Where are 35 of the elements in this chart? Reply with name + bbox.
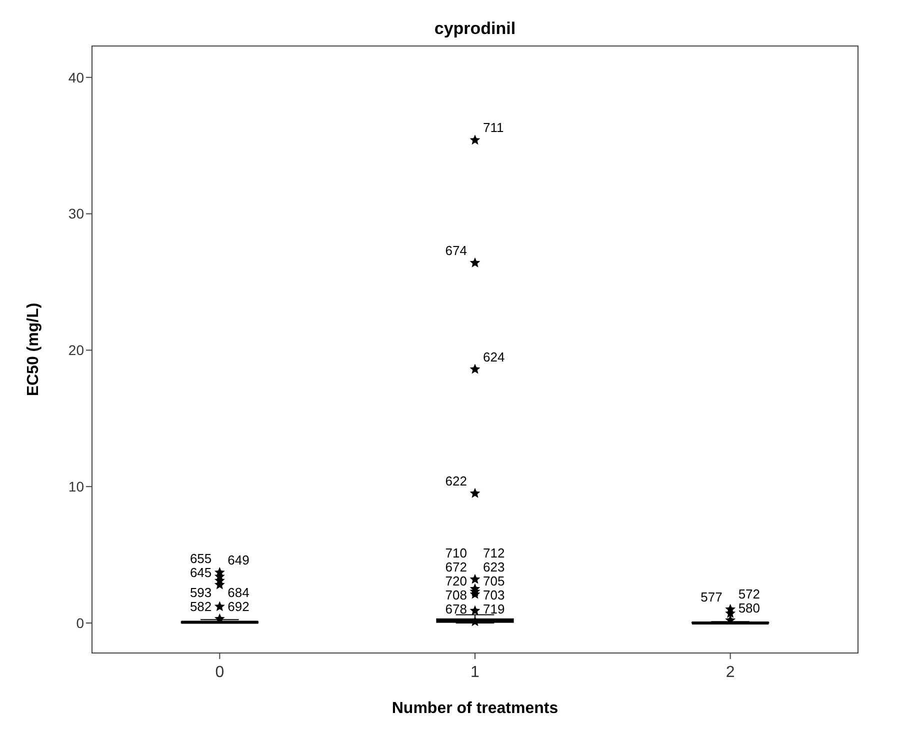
annotation: 720	[445, 574, 467, 589]
annotation: 719	[483, 602, 505, 617]
x-tick-label: 1	[470, 664, 480, 681]
annotation: 623	[483, 560, 505, 575]
y-axis-title: EC50 (mg/L)	[25, 302, 42, 396]
annotation: 622	[445, 473, 467, 488]
annotation: 655	[190, 550, 212, 566]
annotation: 649	[228, 552, 250, 568]
y-tick-label: 10	[68, 478, 84, 494]
annotation: 572	[738, 586, 760, 602]
annotation: 577	[700, 589, 722, 604]
annotation: 684	[228, 584, 250, 600]
annotation: 705	[483, 574, 505, 589]
chart-title: cyprodinil	[434, 19, 516, 38]
annotation: 672	[445, 560, 467, 575]
y-tick-label: 40	[68, 69, 84, 86]
y-tick-label: 30	[68, 206, 84, 222]
x-tick-label: 0	[215, 664, 224, 681]
x-axis-title: Number of treatments	[392, 700, 558, 717]
annotation: 674	[445, 242, 467, 258]
annotation: 703	[483, 588, 505, 603]
annotation: 692	[228, 598, 250, 614]
x-tick-label: 2	[726, 664, 735, 681]
y-tick-label: 20	[68, 342, 84, 358]
annotation: 710	[445, 546, 467, 561]
annotation: 580	[738, 600, 760, 616]
annotation: 711	[483, 120, 504, 136]
annotation: 712	[483, 546, 505, 561]
annotation: 624	[483, 349, 505, 364]
y-tick-label: 0	[76, 614, 84, 631]
annotation: 678	[445, 602, 467, 617]
annotation: 582	[190, 598, 212, 614]
annotation: 593	[190, 584, 212, 600]
annotation: 645	[190, 564, 212, 580]
annotation: 708	[445, 588, 467, 603]
